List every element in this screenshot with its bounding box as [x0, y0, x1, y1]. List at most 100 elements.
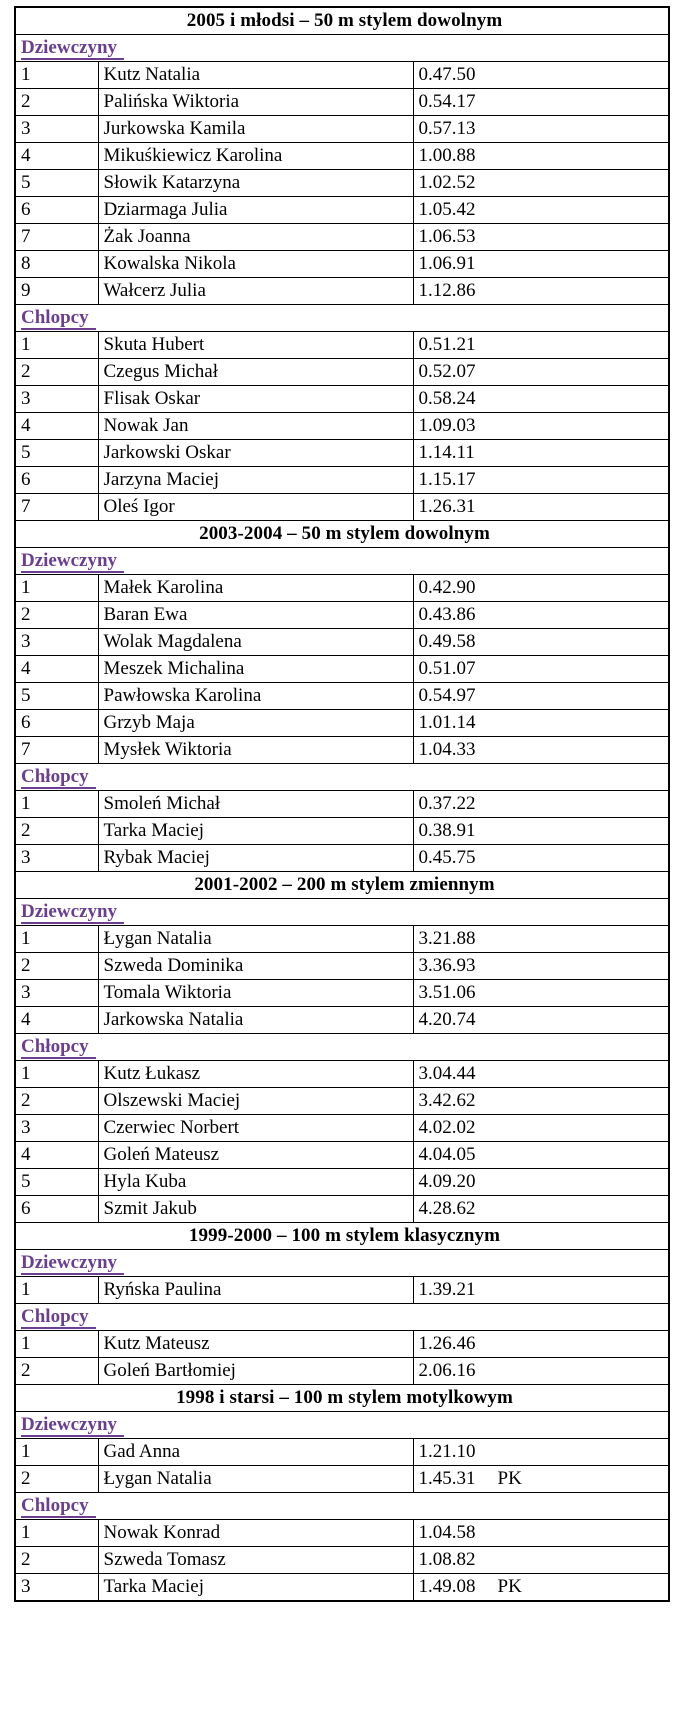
place-cell: 5 — [14, 439, 99, 467]
place-cell: 8 — [14, 250, 99, 278]
result-time: 0.57.13 — [418, 118, 476, 139]
result-time: 0.52.07 — [418, 361, 476, 382]
table-row: 2 Szweda Dominika 3.36.93 — [14, 952, 670, 980]
table-row: 5 Jarkowski Oskar 1.14.11 — [14, 439, 670, 467]
result-time: 1.26.31 — [418, 496, 476, 517]
place-cell: 3 — [14, 1114, 99, 1142]
gender-heading: Chlopcy — [14, 1303, 670, 1331]
table-row: 3 Flisak Oskar 0.58.24 — [14, 385, 670, 413]
result-time-cell: 3.36.93 — [412, 952, 670, 980]
result-time-cell: 1.06.91 — [412, 250, 670, 278]
place-cell: 3 — [14, 115, 99, 143]
results-body: 2005 i młodsi – 50 m stylem dowolnym Dzie… — [14, 6, 670, 1602]
place-cell: 3 — [14, 844, 99, 872]
event-header-row: 2005 i młodsi – 50 m stylem dowolnym — [14, 6, 670, 35]
table-row: 2 Goleń Bartłomiej 2.06.16 — [14, 1357, 670, 1385]
event-title: 2001-2002 – 200 m stylem zmiennym — [14, 871, 670, 899]
place-cell: 6 — [14, 1195, 99, 1223]
table-row: 4 Nowak Jan 1.09.03 — [14, 412, 670, 440]
competitor-name-cell: Grzyb Maja — [97, 709, 414, 737]
competitor-name-cell: Rybak Maciej — [97, 844, 414, 872]
place-cell: 9 — [14, 277, 99, 305]
place-cell: 4 — [14, 142, 99, 170]
gender-header-row: Chlopcy — [14, 304, 670, 332]
competitor-name-cell: Małek Karolina — [97, 574, 414, 602]
gender-heading-label: Chłopcy — [21, 1036, 96, 1059]
table-row: 1 Ryńska Paulina 1.39.21 — [14, 1276, 670, 1304]
event-header-row: 2001-2002 – 200 m stylem zmiennym — [14, 871, 670, 899]
result-time-cell: 1.00.88 — [412, 142, 670, 170]
competitor-name-cell: Tomala Wiktoria — [97, 979, 414, 1007]
table-row: 8 Kowalska Nikola 1.06.91 — [14, 250, 670, 278]
table-row: 3 Wolak Magdalena 0.49.58 — [14, 628, 670, 656]
result-time: 1.15.17 — [418, 469, 476, 490]
result-time: 0.54.17 — [418, 91, 476, 112]
result-time: 1.06.53 — [418, 226, 476, 247]
result-time: 0.58.24 — [418, 388, 476, 409]
table-row: 4 Goleń Mateusz 4.04.05 — [14, 1141, 670, 1169]
result-time: 0.43.86 — [418, 604, 476, 625]
result-time: 3.21.88 — [418, 928, 476, 949]
result-time-cell: 0.38.91 — [412, 817, 670, 845]
competitor-name-cell: Żak Joanna — [97, 223, 414, 251]
place-cell: 2 — [14, 358, 99, 386]
result-time-cell: 0.58.24 — [412, 385, 670, 413]
place-cell: 1 — [14, 1276, 99, 1304]
table-row: 2 Czegus Michał 0.52.07 — [14, 358, 670, 386]
place-cell: 1 — [14, 925, 99, 953]
competitor-name-cell: Pawłowska Karolina — [97, 682, 414, 710]
competitor-name-cell: Baran Ewa — [97, 601, 414, 629]
table-row: 4 Jarkowska Natalia 4.20.74 — [14, 1006, 670, 1034]
result-time: 4.09.20 — [418, 1171, 476, 1192]
gender-heading: Chlopcy — [14, 1492, 670, 1520]
place-cell: 2 — [14, 1546, 99, 1574]
result-time: 1.45.31 — [418, 1468, 476, 1489]
competitor-name-cell: Słowik Katarzyna — [97, 169, 414, 197]
gender-heading: Chlopcy — [14, 304, 670, 332]
event-header-row: 2003-2004 – 50 m stylem dowolnym — [14, 520, 670, 548]
place-cell: 2 — [14, 88, 99, 116]
table-row: 1 Kutz Mateusz 1.26.46 — [14, 1330, 670, 1358]
competitor-name-cell: Kutz Łukasz — [97, 1060, 414, 1088]
competitor-name-cell: Skuta Hubert — [97, 331, 414, 359]
result-time: 0.47.50 — [418, 64, 476, 85]
place-cell: 4 — [14, 412, 99, 440]
table-row: 9 Wałcerz Julia 1.12.86 — [14, 277, 670, 305]
competitor-name-cell: Ryńska Paulina — [97, 1276, 414, 1304]
result-time-cell: 1.09.03 — [412, 412, 670, 440]
result-time-cell: 0.37.22 — [412, 790, 670, 818]
place-cell: 1 — [14, 1060, 99, 1088]
gender-header-row: Dziewczyny — [14, 1411, 670, 1439]
table-row: 2 Tarka Maciej 0.38.91 — [14, 817, 670, 845]
result-time: 3.04.44 — [418, 1063, 476, 1084]
place-cell: 2 — [14, 1087, 99, 1115]
result-time: 1.04.58 — [418, 1522, 476, 1543]
competitor-name-cell: Goleń Mateusz — [97, 1141, 414, 1169]
result-time: 0.42.90 — [418, 577, 476, 598]
result-time-cell: 1.12.86 — [412, 277, 670, 305]
place-cell: 5 — [14, 169, 99, 197]
place-cell: 6 — [14, 196, 99, 224]
place-cell: 6 — [14, 466, 99, 494]
result-time: 0.51.07 — [418, 658, 476, 679]
gender-heading: Dziewczyny — [14, 1249, 670, 1277]
table-row: 6 Jarzyna Maciej 1.15.17 — [14, 466, 670, 494]
gender-heading: Chłopcy — [14, 763, 670, 791]
competitor-name-cell: Kutz Natalia — [97, 61, 414, 89]
result-time-cell: 0.57.13 — [412, 115, 670, 143]
result-time-cell: 1.05.42 — [412, 196, 670, 224]
competitor-name-cell: Tarka Maciej — [97, 1573, 414, 1602]
place-cell: 3 — [14, 979, 99, 1007]
place-cell: 5 — [14, 1168, 99, 1196]
place-cell: 1 — [14, 574, 99, 602]
result-time: 1.09.03 — [418, 415, 476, 436]
result-time-cell: 0.54.97 — [412, 682, 670, 710]
competitor-name-cell: Gad Anna — [97, 1438, 414, 1466]
gender-heading: Dziewczyny — [14, 34, 670, 62]
competitor-name-cell: Łygan Natalia — [97, 925, 414, 953]
event-header-row: 1998 i starsi – 100 m stylem motylkowym — [14, 1384, 670, 1412]
gender-heading-label: Dziewczyny — [21, 901, 125, 924]
result-time-cell: 1.39.21 — [412, 1276, 670, 1304]
place-cell: 2 — [14, 601, 99, 629]
competitor-name-cell: Tarka Maciej — [97, 817, 414, 845]
